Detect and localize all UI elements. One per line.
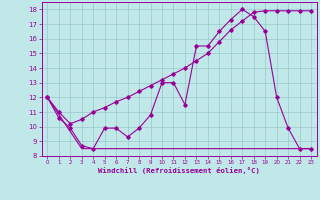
X-axis label: Windchill (Refroidissement éolien,°C): Windchill (Refroidissement éolien,°C) <box>98 167 260 174</box>
